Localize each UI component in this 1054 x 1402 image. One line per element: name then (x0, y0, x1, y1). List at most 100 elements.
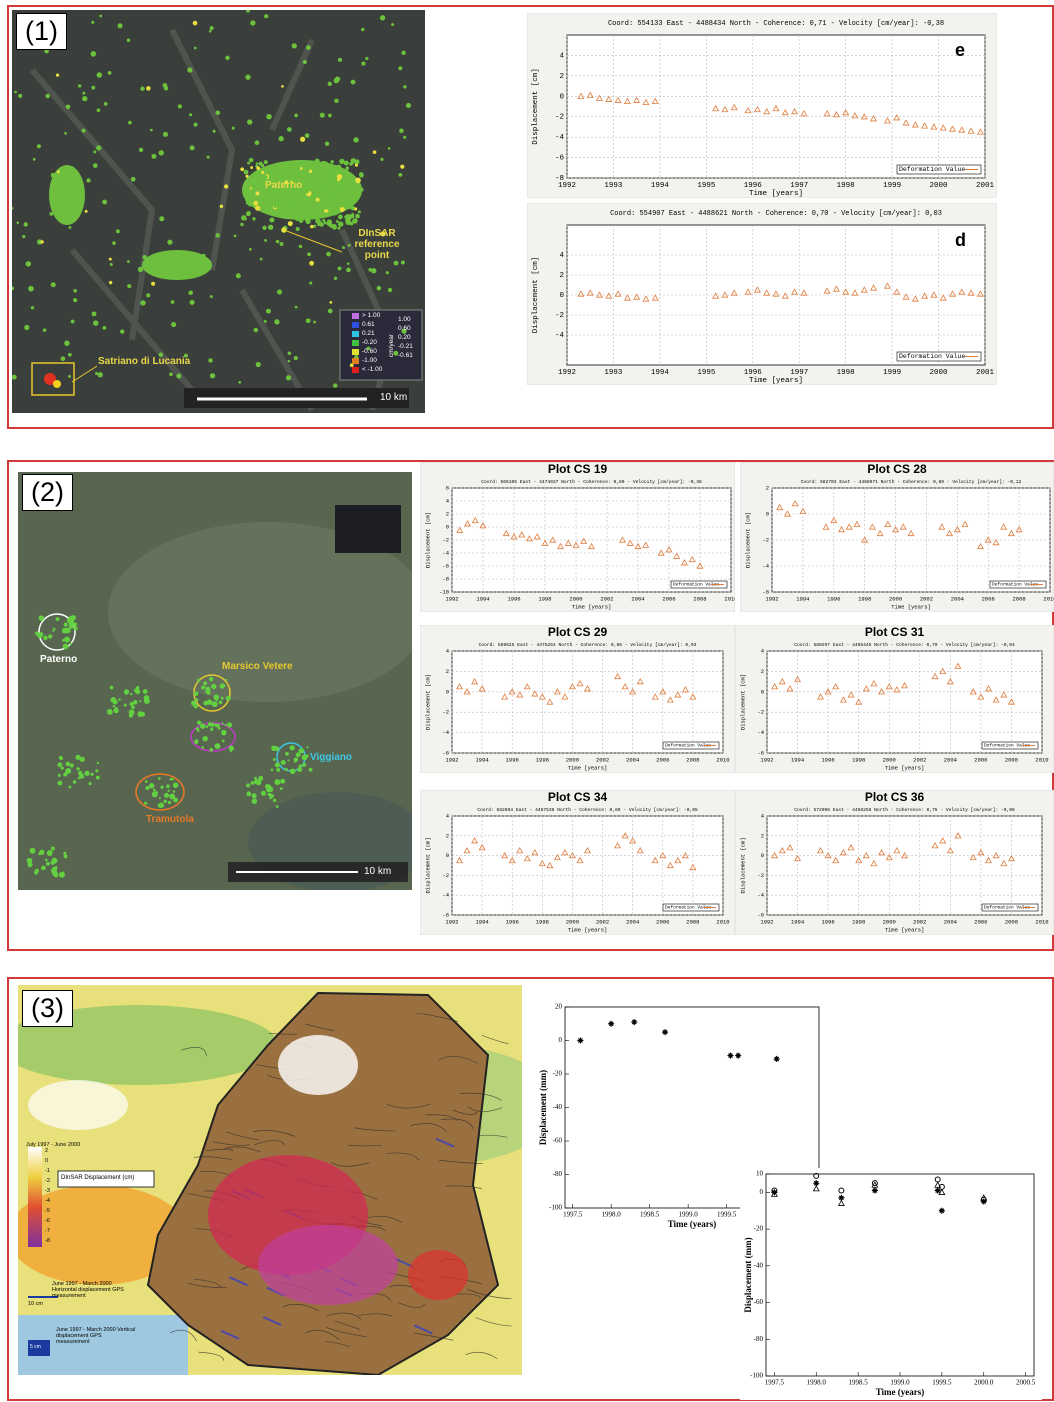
map-point (272, 798, 277, 803)
map-point (333, 383, 338, 388)
contour (326, 1312, 362, 1320)
map-point (79, 773, 85, 779)
data-point (838, 1194, 845, 1201)
contour (358, 1313, 393, 1317)
map-point (335, 219, 339, 223)
y-tick-label: -2 (442, 872, 449, 879)
data-point (984, 536, 992, 543)
data-point (938, 523, 946, 530)
y-tick-label: -20 (553, 1070, 563, 1078)
map-point (227, 722, 233, 728)
data-point (838, 1187, 845, 1194)
x-tick-label: 1998 (538, 595, 551, 602)
x-tick-label: 1996 (744, 182, 763, 190)
x-tick-label: 1997.5 (563, 1211, 583, 1219)
contour (386, 1103, 431, 1109)
contour (440, 1118, 474, 1130)
y-axis-label: Displacement [cm] (532, 68, 540, 145)
contour (410, 1123, 448, 1133)
map-point (58, 755, 63, 760)
data-point (786, 685, 794, 692)
map-point (241, 215, 247, 221)
map-point (379, 15, 386, 21)
legend-entry: -4 (45, 1198, 50, 1204)
map-point (158, 352, 164, 357)
legend-label: Deformation Value (899, 353, 965, 360)
chart-title: Coord: 569625 East - 4475264 North - Coh… (479, 642, 697, 648)
map-point (266, 113, 272, 120)
x-tick-label: 1993 (604, 369, 623, 377)
legend-label: Deformation Value (899, 166, 965, 173)
map-point (218, 700, 223, 705)
y-tick-label: 20 (555, 1003, 563, 1011)
data-point (456, 683, 464, 690)
x-tick-label: 1992 (445, 918, 458, 925)
data-point (665, 546, 673, 553)
map-point (208, 29, 212, 33)
contour (206, 1148, 233, 1152)
data-point (596, 291, 603, 298)
map-point (28, 285, 34, 292)
map-point (293, 356, 298, 361)
legend-box (670, 580, 728, 589)
data-point (533, 533, 541, 540)
map-point (323, 221, 327, 225)
map-point (305, 186, 310, 191)
map-point (97, 372, 103, 378)
map-point (67, 352, 72, 357)
map-point (221, 739, 225, 743)
data-point (969, 688, 977, 695)
map-point (99, 14, 103, 18)
map-point (293, 202, 297, 206)
map-point (339, 187, 345, 194)
gps-vector (228, 1276, 248, 1287)
map-point (128, 120, 132, 125)
y-tick-label: 2 (559, 272, 564, 280)
data-point (813, 1180, 820, 1187)
y-tick-label: -6 (442, 911, 449, 918)
map-point (54, 866, 58, 869)
y-tick-label: -4 (757, 892, 764, 899)
map-point (88, 782, 92, 786)
map-point (238, 380, 242, 384)
map-point (246, 791, 252, 797)
contour (481, 1035, 509, 1045)
map-point (228, 745, 234, 751)
x-tick-label: 2000 (889, 595, 902, 602)
x-tick-label: 1993 (604, 182, 623, 190)
map-point (398, 172, 403, 177)
map-point (352, 185, 358, 191)
map-point (219, 683, 225, 689)
map-point (162, 83, 168, 88)
data-point (657, 549, 665, 556)
x-tick-label: 1998 (858, 595, 871, 602)
chart-heading: Plot CS 28 (867, 462, 927, 476)
map-point (192, 20, 198, 26)
y-tick-label: 4 (559, 252, 564, 260)
contour (438, 1056, 479, 1065)
data-point (868, 523, 876, 530)
map-point (202, 253, 206, 258)
x-tick-label: 1998.5 (849, 1379, 869, 1387)
map-point (68, 617, 71, 620)
contour (465, 1351, 498, 1360)
map-point (315, 197, 320, 202)
x-tick-label: 2010 (716, 756, 729, 763)
map-point (69, 642, 73, 646)
contour (213, 1141, 250, 1146)
map-point (354, 207, 358, 211)
data-point (938, 1188, 946, 1195)
map: July 1997 - June 2000 2 0 -1 -2 -3 -4 -5 -6 -7 -8… (18, 985, 522, 1375)
map-point (195, 698, 199, 702)
map-point (52, 627, 56, 631)
map-point (221, 729, 227, 736)
data-point (893, 114, 901, 121)
legend-entry: -6 (45, 1218, 50, 1224)
data-point (456, 856, 464, 864)
data-point (939, 124, 947, 131)
x-tick-label: 2004 (944, 756, 958, 763)
data-point (634, 542, 642, 550)
map-point (403, 85, 407, 89)
map-point (63, 622, 68, 627)
data-point (523, 683, 531, 690)
